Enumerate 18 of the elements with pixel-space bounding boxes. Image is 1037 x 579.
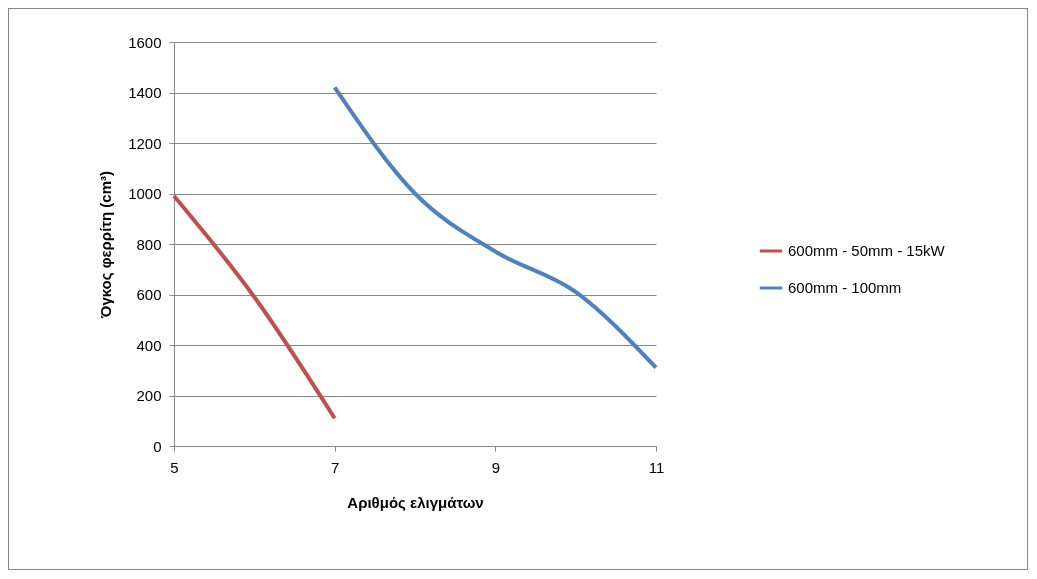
x-tick-label: 5	[170, 458, 179, 476]
line-series	[332, 85, 658, 370]
x-tick-label: 11	[648, 458, 665, 476]
y-axis-title: Όγκος φερρίτη (cm³)	[97, 171, 115, 319]
y-tick-label: 0	[153, 437, 162, 455]
x-axis-title: Αριθμός ελιγμάτων	[347, 493, 484, 511]
y-tick-label: 1400	[128, 84, 162, 101]
x-tick-label: 7	[330, 458, 340, 476]
y-tick-label: 1200	[128, 134, 162, 152]
y-tick-label: 200	[136, 387, 162, 404]
legend-label: 600mm - 100mm	[788, 279, 902, 296]
y-tick-label: 1600	[128, 33, 162, 51]
y-tick-label: 400	[136, 336, 162, 354]
legend-label: 600mm - 50mm - 15kW	[788, 242, 946, 259]
x-tick-label: 9	[491, 458, 501, 476]
y-tick-label: 600	[136, 286, 162, 303]
y-tick-label: 1000	[128, 185, 162, 202]
y-tick-label: 800	[136, 235, 162, 253]
